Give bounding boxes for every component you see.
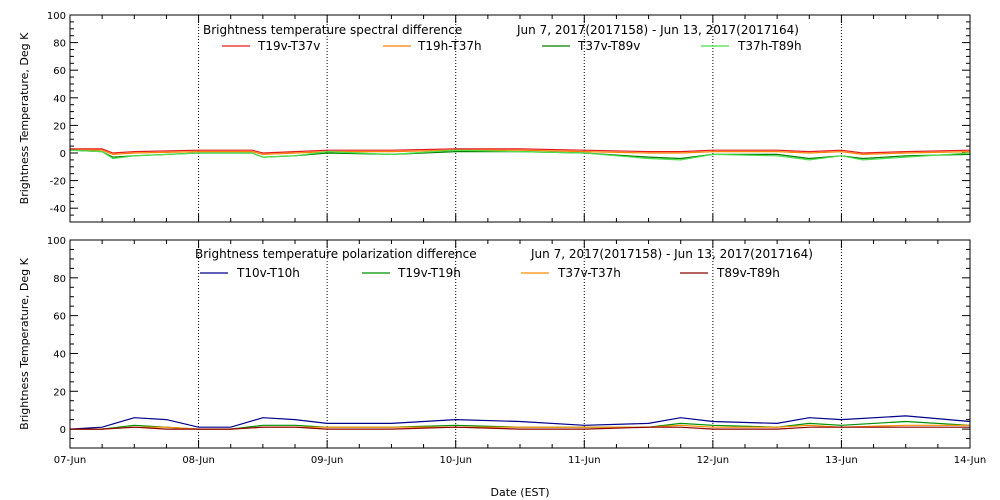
y-tick-label: -20 (50, 177, 66, 188)
legend-entry: T19v-T19h (397, 266, 461, 280)
x-tick-label: 08-Jun (182, 455, 215, 466)
x-tick-label: 11-Jun (568, 455, 601, 466)
x-tick-label: 14-Jun (954, 455, 987, 466)
y-tick-label: 60 (53, 66, 66, 77)
y-axis-label: Brightness Temperature, Deg K (18, 32, 31, 204)
legend-entry: T89v-T89h (716, 266, 780, 280)
legend-entry: T19h-T37h (417, 39, 482, 53)
polarization-difference-panel: 0 20 40 60 80 100 Brightness temperature polar… (18, 236, 986, 466)
y-tick-label: 80 (53, 274, 66, 285)
series-line-t19h-t37h (70, 149, 971, 156)
y-tick-label: 0 (60, 425, 66, 436)
plot-frame (69, 14, 971, 223)
y-tick-label: 0 (60, 149, 66, 160)
legend-entry: T37v-T37h (557, 266, 621, 280)
y-tick-label: 60 (53, 312, 66, 323)
series-line-t37h-t89h (69, 149, 971, 161)
y-tick-label: 40 (53, 94, 66, 105)
y-tick-label: -40 (50, 204, 66, 215)
y-axis-label: Brightness Temperature, Deg K (18, 257, 31, 429)
plot-frame (69, 239, 971, 449)
x-tick-label: 09-Jun (311, 455, 344, 466)
legend-entry: T19v-T37v (257, 39, 320, 53)
y-tick-label: 20 (53, 387, 66, 398)
chart-title: Brightness temperature polarization diff… (195, 247, 477, 261)
x-tick-label: 07-Jun (54, 455, 87, 466)
y-tick-label: 100 (47, 236, 66, 247)
legend-entry: T10v-T10h (236, 266, 300, 280)
chart-subtitle: Jun 7, 2017(2017158) - Jun 13, 2017(2017… (530, 247, 813, 261)
legend-entry: T37v-T89v (577, 39, 640, 53)
series-line-t89v-t89h (70, 426, 970, 430)
y-tick-label: 100 (47, 11, 66, 22)
y-tick-label: 20 (53, 121, 66, 132)
chart-title: Brightness temperature spectral differen… (203, 23, 462, 37)
x-tick-label: 13-Jun (825, 455, 858, 466)
x-tick-label: 10-Jun (439, 455, 472, 466)
spectral-difference-panel: -40 -20 0 20 40 60 80 100 Brightness temperature… (18, 11, 971, 223)
chart-subtitle: Jun 7, 2017(2017158) - Jun 13, 2017(2017… (516, 23, 799, 37)
x-tick-label: 12-Jun (697, 455, 730, 466)
y-tick-label: 40 (53, 349, 66, 360)
y-tick-label: 80 (53, 39, 66, 50)
legend-entry: T37h-T89h (737, 39, 802, 53)
series-line-t19v-t37v (70, 148, 971, 154)
x-axis-label: Date (EST) (490, 486, 549, 499)
series-line-t19v-t19h (70, 420, 971, 430)
series-line-t10v-t10h (69, 415, 971, 430)
